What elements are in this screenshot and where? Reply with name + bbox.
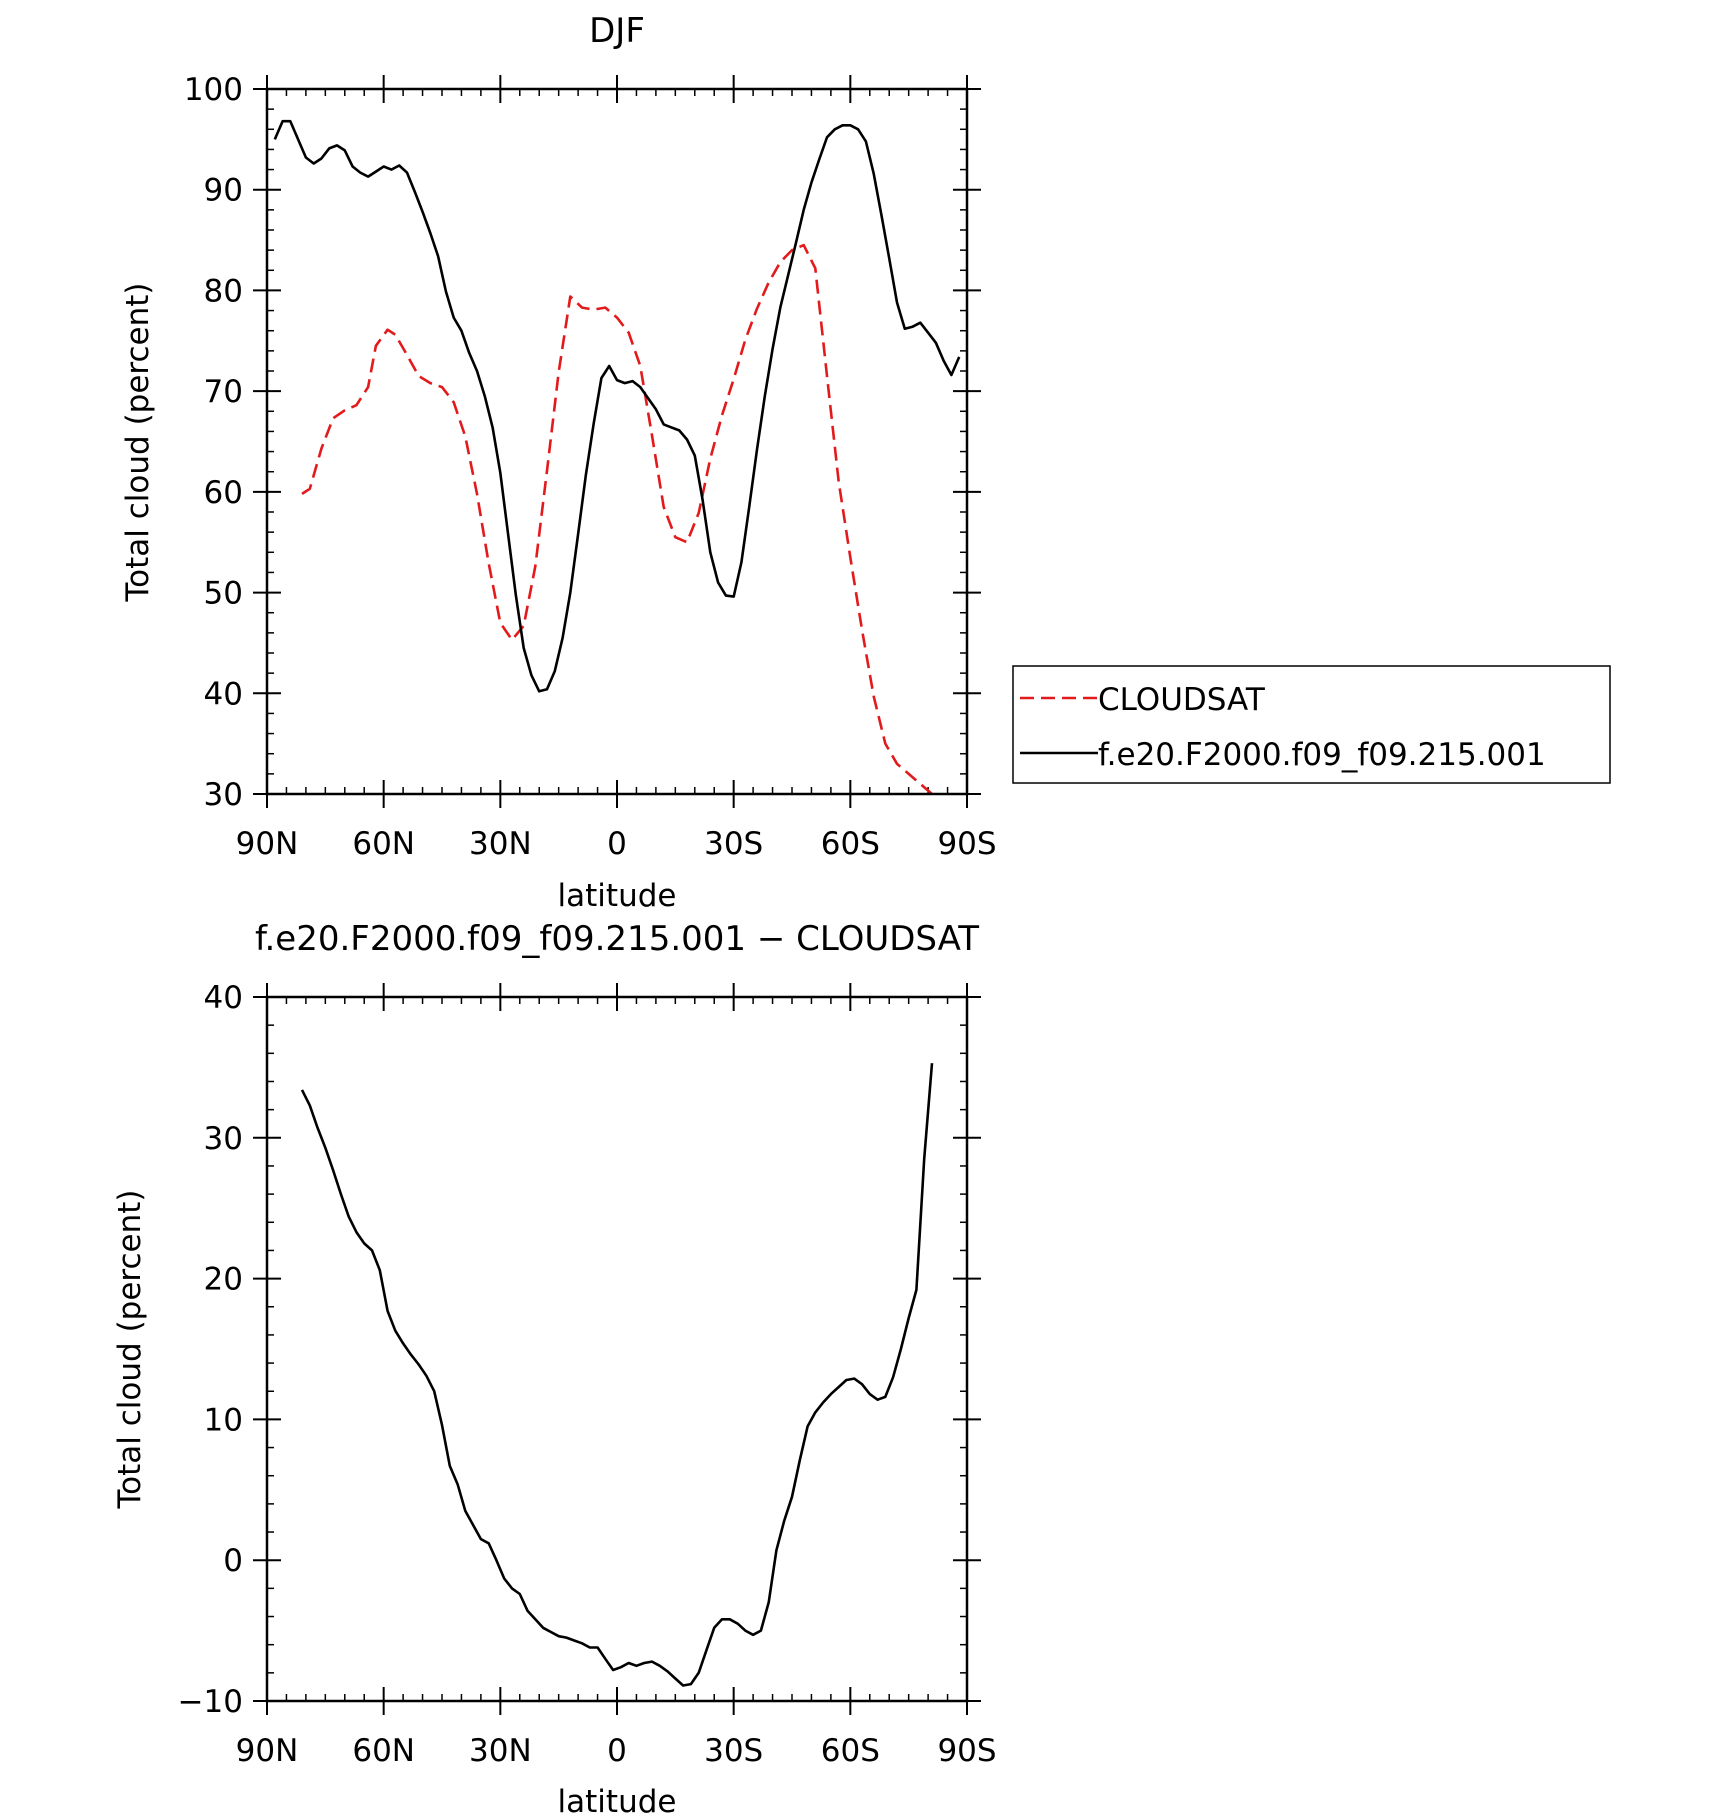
top-chart-title: DJF [589, 11, 645, 51]
bottom-panel: f.e20.F2000.f09_f09.215.001 − CLOUDSAT T… [112, 919, 997, 1816]
top-y-tick-label: 40 [204, 676, 243, 712]
top-series-cloudsat-line [301, 243, 933, 795]
bottom-x-tick-label: 90N [236, 1733, 299, 1769]
bottom-x-tick-label: 90S [937, 1733, 996, 1769]
top-x-tick-label: 60N [352, 826, 415, 862]
bottom-x-axis-label: latitude [558, 1784, 677, 1816]
bottom-y-axis-label: Total cloud (percent) [112, 1190, 148, 1510]
bottom-y-tick-label: 0 [223, 1543, 243, 1579]
top-x-tick-label: 60S [821, 826, 880, 862]
bottom-x-tick-label: 0 [607, 1733, 627, 1769]
top-y-tick-label: 90 [204, 173, 243, 209]
top-y-tick-label: 50 [204, 576, 243, 612]
bottom-plot-frame [265, 995, 969, 1703]
top-x-tick-label: 0 [607, 826, 627, 862]
legend-box [1012, 665, 1611, 784]
bottom-chart-title: f.e20.F2000.f09_f09.215.001 − CLOUDSAT [255, 919, 979, 959]
top-plot-frame [265, 87, 969, 796]
top-x-tick-label: 90N [236, 826, 299, 862]
bottom-y-ticks: −10 0 10 20 30 40 [178, 980, 981, 1720]
top-y-tick-label: 100 [184, 72, 243, 108]
legend-label-model: f.e20.F2000.f09_f09.215.001 [1098, 737, 1546, 773]
top-y-tick-label: 30 [204, 777, 243, 813]
top-x-tick-label: 30S [704, 826, 763, 862]
legend: CLOUDSAT f.e20.F2000.f09_f09.215.001 [1012, 665, 1611, 784]
top-y-tick-label: 80 [204, 273, 243, 309]
top-x-tick-label: 90S [937, 826, 996, 862]
bottom-series-difference-line [300, 1063, 934, 1687]
bottom-y-tick-label: 10 [204, 1402, 243, 1438]
bottom-series-layer [300, 1063, 934, 1687]
bottom-x-ticks: 90N 60N 30N 0 30S 60S 90S [236, 983, 997, 1769]
top-y-ticks: 30 40 50 60 70 80 90 100 [184, 72, 981, 813]
top-y-axis-label: Total cloud (percent) [120, 283, 156, 603]
top-series-f-e20-f2000-f09-f09-215-001-line [273, 119, 961, 693]
bottom-y-tick-label: 20 [204, 1262, 243, 1298]
bottom-y-tick-label: 40 [204, 980, 243, 1016]
bottom-y-tick-label: −10 [178, 1684, 243, 1720]
top-panel: DJF Total cloud (percent) latitude 30 40 5… [120, 11, 997, 914]
top-x-ticks: 90N 60N 30N 0 30S 60S 90S [236, 75, 997, 862]
legend-label-cloudsat: CLOUDSAT [1098, 682, 1266, 718]
bottom-y-tick-label: 30 [204, 1121, 243, 1157]
top-y-tick-label: 70 [204, 374, 243, 410]
top-x-tick-label: 30N [469, 826, 532, 862]
top-y-tick-label: 60 [204, 475, 243, 511]
top-x-axis-label: latitude [558, 878, 677, 914]
bottom-x-tick-label: 30S [704, 1733, 763, 1769]
bottom-x-tick-label: 60N [352, 1733, 415, 1769]
bottom-x-tick-label: 30N [469, 1733, 532, 1769]
top-series-layer [273, 119, 961, 795]
bottom-x-tick-label: 60S [821, 1733, 880, 1769]
